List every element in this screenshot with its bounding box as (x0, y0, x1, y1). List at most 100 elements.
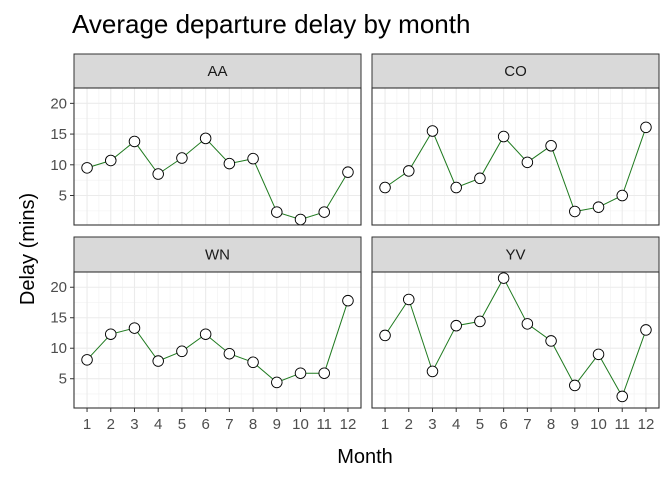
x-tick-label: 10 (292, 416, 309, 433)
data-point (403, 293, 415, 306)
data-point (569, 205, 581, 218)
data-point (318, 206, 330, 218)
y-tick-label: 10 (50, 340, 67, 357)
data-point (545, 335, 557, 347)
facet-strip (371, 53, 660, 89)
x-tick-label: 5 (476, 416, 484, 433)
data-point (176, 345, 188, 358)
data-point (640, 324, 652, 336)
data-point (294, 367, 307, 379)
data-point (199, 132, 212, 145)
x-tick-label: 6 (201, 416, 209, 433)
data-point (379, 329, 391, 342)
chart-title: Average departure delay by month (72, 9, 470, 39)
facet-strip (73, 53, 362, 89)
y-tick-label: 15 (50, 126, 67, 143)
data-point (342, 166, 354, 178)
data-point (81, 162, 93, 174)
facet-panel-co: CO (371, 53, 660, 226)
x-tick-label: 3 (428, 416, 436, 433)
data-point (569, 379, 581, 392)
x-tick-label: 12 (638, 416, 655, 433)
x-tick-label: 12 (340, 416, 357, 433)
panel-border (73, 87, 362, 226)
data-point (247, 356, 259, 369)
data-point (616, 189, 628, 202)
data-point (545, 139, 557, 152)
y-tick-label: 20 (50, 279, 67, 296)
data-point (271, 376, 283, 389)
data-point (497, 272, 510, 284)
data-point (521, 318, 534, 330)
data-point (318, 367, 330, 379)
x-tick-label: 7 (523, 416, 531, 433)
data-point (342, 294, 354, 307)
x-tick-label: 2 (405, 416, 413, 433)
data-point (474, 315, 486, 328)
x-tick-label: 9 (273, 416, 281, 433)
facet-strip-label: CO (504, 63, 527, 80)
data-point (379, 181, 391, 194)
data-point (450, 319, 462, 332)
x-tick-label: 7 (225, 416, 233, 433)
x-tick-label: 6 (499, 416, 507, 433)
data-point (271, 206, 283, 218)
data-point (199, 328, 212, 340)
data-point (616, 390, 628, 403)
y-tick-label: 5 (59, 188, 67, 205)
facet-panel-yv: YV1 2 3 4 5 6 7 8 9 10 11 12 (371, 236, 660, 433)
x-tick-label: 2 (107, 416, 115, 433)
x-tick-label: 4 (452, 416, 460, 433)
data-point (223, 347, 236, 360)
series-line (384, 277, 647, 398)
data-point (128, 322, 141, 334)
data-point (294, 213, 307, 226)
y-tick-label: 5 (59, 371, 67, 388)
panel-border (371, 87, 660, 226)
data-point (176, 152, 188, 164)
x-axis-title: Month (337, 446, 393, 468)
data-point (152, 355, 164, 367)
x-tick-label: 1 (381, 416, 389, 433)
data-point (247, 152, 259, 165)
data-point (640, 121, 652, 134)
facet-strip (73, 236, 362, 273)
data-point (223, 157, 236, 170)
data-point (592, 201, 605, 213)
facet-strip-label: WN (205, 247, 230, 264)
x-tick-label: 10 (590, 416, 607, 433)
data-point (521, 156, 534, 169)
facet-panel-aa: AA 5 10 15 20 (50, 53, 362, 226)
data-point (450, 181, 462, 194)
data-point (592, 348, 605, 361)
data-point (497, 130, 510, 143)
data-point (403, 165, 415, 177)
x-tick-label: 9 (571, 416, 579, 433)
data-point (128, 135, 141, 148)
data-point (474, 172, 486, 185)
data-point (426, 125, 439, 137)
x-tick-label: 4 (154, 416, 162, 433)
x-tick-label: 8 (547, 416, 555, 433)
y-tick-label: 15 (50, 310, 67, 327)
data-point (105, 328, 117, 340)
data-point (426, 365, 439, 378)
data-point (105, 154, 117, 167)
y-tick-label: 10 (50, 157, 67, 174)
x-tick-label: 1 (83, 416, 91, 433)
x-tick-label: 3 (130, 416, 138, 433)
data-point (81, 354, 93, 366)
data-point (152, 168, 164, 180)
x-tick-label: 8 (249, 416, 257, 433)
y-axis-title: Delay (mins) (17, 193, 39, 305)
facet-strip-label: YV (505, 247, 525, 264)
panel-border (371, 271, 660, 409)
x-tick-label: 11 (614, 416, 630, 433)
y-tick-label: 20 (50, 95, 67, 112)
panel-border (73, 271, 362, 409)
x-tick-label: 5 (178, 416, 186, 433)
facet-strip-label: AA (207, 63, 227, 80)
